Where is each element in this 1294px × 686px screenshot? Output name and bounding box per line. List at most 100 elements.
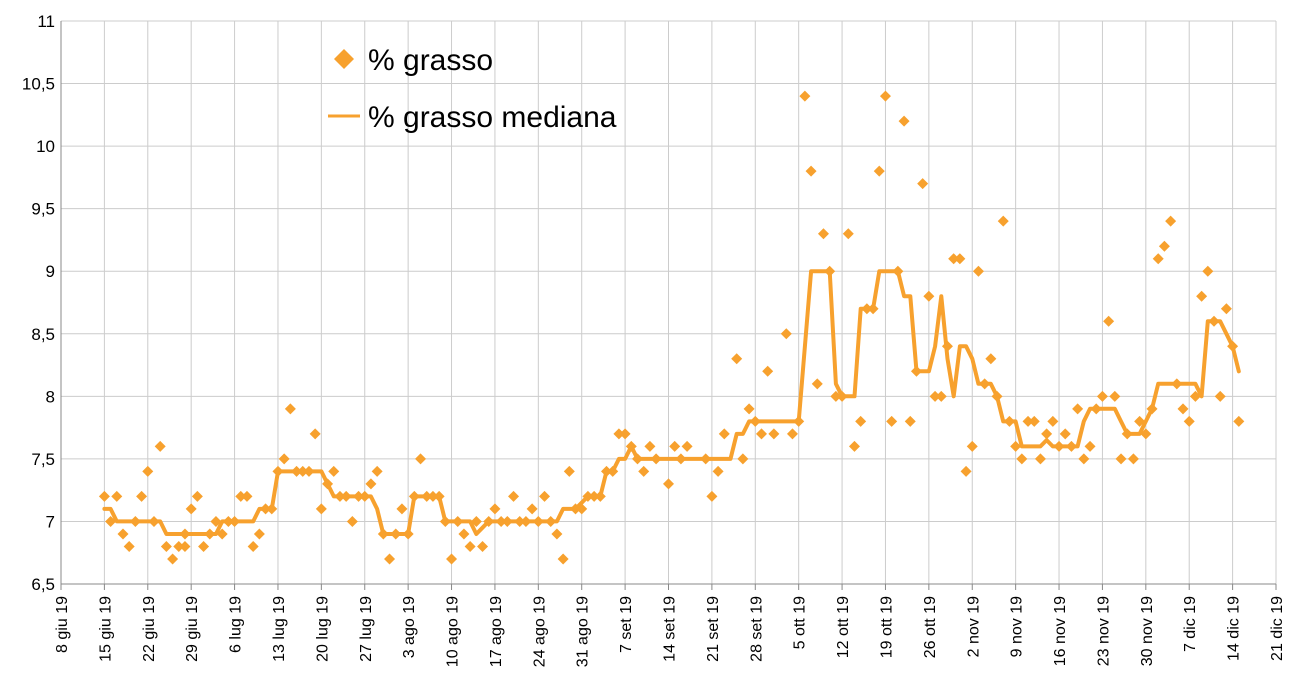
data-point	[1078, 453, 1090, 465]
y-tick-label: 9,5	[31, 200, 55, 219]
data-point	[1065, 440, 1077, 452]
data-point	[1127, 453, 1139, 465]
data-point	[805, 165, 817, 177]
data-point	[210, 515, 222, 527]
data-point	[749, 415, 761, 427]
data-point	[948, 253, 960, 265]
data-point	[879, 90, 891, 102]
data-point	[222, 515, 234, 527]
data-point	[1121, 428, 1133, 440]
data-point	[830, 390, 842, 402]
data-point	[563, 465, 575, 477]
data-point	[260, 503, 272, 515]
x-tick-label: 24 ago 19	[531, 596, 548, 667]
data-point	[142, 465, 154, 477]
data-point	[972, 265, 984, 277]
data-point	[867, 303, 879, 315]
data-point	[1028, 415, 1040, 427]
data-point	[718, 428, 730, 440]
data-point	[458, 528, 470, 540]
data-point	[179, 540, 191, 552]
data-point	[873, 165, 885, 177]
y-tick-label: 8	[46, 387, 55, 406]
data-point	[377, 528, 389, 540]
data-point	[1103, 315, 1115, 327]
data-point	[1183, 415, 1195, 427]
data-point	[960, 465, 972, 477]
x-tick-label: 21 set 19	[705, 596, 722, 662]
data-point	[638, 465, 650, 477]
x-tick-label: 3 ago 19	[401, 596, 418, 658]
y-axis-ticks: 6,5 7 7,5 8 8,5 9 9,5 10 10,5 11	[22, 12, 55, 594]
data-point	[198, 540, 210, 552]
data-point	[1233, 415, 1245, 427]
data-point	[247, 540, 259, 552]
data-point	[1158, 240, 1170, 252]
data-point	[997, 215, 1009, 227]
data-point	[136, 490, 148, 502]
data-point	[303, 465, 315, 477]
data-point	[266, 503, 278, 515]
data-point	[167, 553, 179, 565]
data-point	[731, 353, 743, 365]
data-point	[129, 515, 141, 527]
x-tick-label: 7 dic 19	[1182, 596, 1199, 652]
data-point	[1090, 403, 1102, 415]
data-point	[489, 503, 501, 515]
data-point	[328, 465, 340, 477]
data-point	[923, 290, 935, 302]
grid	[60, 20, 1277, 585]
data-point	[334, 490, 346, 502]
data-point	[235, 490, 247, 502]
data-point	[991, 390, 1003, 402]
data-point	[216, 528, 228, 540]
data-point	[340, 490, 352, 502]
data-point	[1010, 440, 1022, 452]
data-point	[644, 440, 656, 452]
y-tick-label: 8,5	[31, 325, 55, 344]
data-point	[520, 515, 532, 527]
data-point	[910, 365, 922, 377]
data-point	[390, 528, 402, 540]
data-point	[1202, 265, 1214, 277]
data-point	[793, 415, 805, 427]
data-point	[855, 415, 867, 427]
data-point	[1053, 440, 1065, 452]
data-point	[1115, 453, 1127, 465]
x-tick-label: 29 giu 19	[184, 596, 201, 662]
data-point	[886, 415, 898, 427]
data-point	[495, 515, 507, 527]
x-tick-label: 16 nov 19	[1052, 596, 1069, 666]
data-point	[601, 465, 613, 477]
data-point	[545, 515, 557, 527]
data-point	[836, 390, 848, 402]
data-point	[669, 440, 681, 452]
data-point	[681, 440, 693, 452]
data-point	[619, 428, 631, 440]
data-point	[98, 490, 110, 502]
data-point	[811, 378, 823, 390]
data-point	[452, 515, 464, 527]
x-tick-label: 12 ott 19	[835, 596, 852, 658]
data-point	[675, 453, 687, 465]
data-point	[111, 490, 123, 502]
data-point	[470, 515, 482, 527]
data-point	[861, 303, 873, 315]
data-point	[105, 515, 117, 527]
data-point	[508, 490, 520, 502]
data-point	[594, 490, 606, 502]
data-point	[786, 428, 798, 440]
data-point	[706, 490, 718, 502]
data-point	[173, 540, 185, 552]
data-point	[346, 515, 358, 527]
x-tick-label: 22 giu 19	[141, 596, 158, 662]
x-tick-label: 8 giu 19	[54, 596, 71, 653]
data-point	[700, 453, 712, 465]
data-point	[966, 440, 978, 452]
x-tick-label: 14 dic 19	[1226, 596, 1243, 661]
data-point	[842, 228, 854, 240]
data-point	[427, 490, 439, 502]
data-point	[309, 428, 321, 440]
data-point	[979, 378, 991, 390]
